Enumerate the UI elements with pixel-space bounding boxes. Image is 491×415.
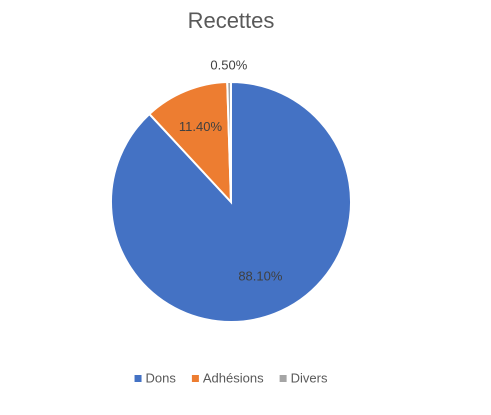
data-label: 0.50% <box>210 57 247 72</box>
pie-slice <box>147 81 233 205</box>
legend-marker <box>191 375 199 382</box>
data-label: 88.10% <box>238 268 283 283</box>
pie-slice <box>226 80 232 203</box>
chart-title: Recettes <box>188 8 275 33</box>
legend-marker <box>279 375 287 382</box>
legend-label: Dons <box>146 370 177 385</box>
legend-marker <box>134 375 142 382</box>
legend-label: Adhésions <box>203 370 264 385</box>
legend-label: Divers <box>291 370 328 385</box>
pie-slice <box>110 80 352 323</box>
data-label: 11.40% <box>179 119 223 134</box>
